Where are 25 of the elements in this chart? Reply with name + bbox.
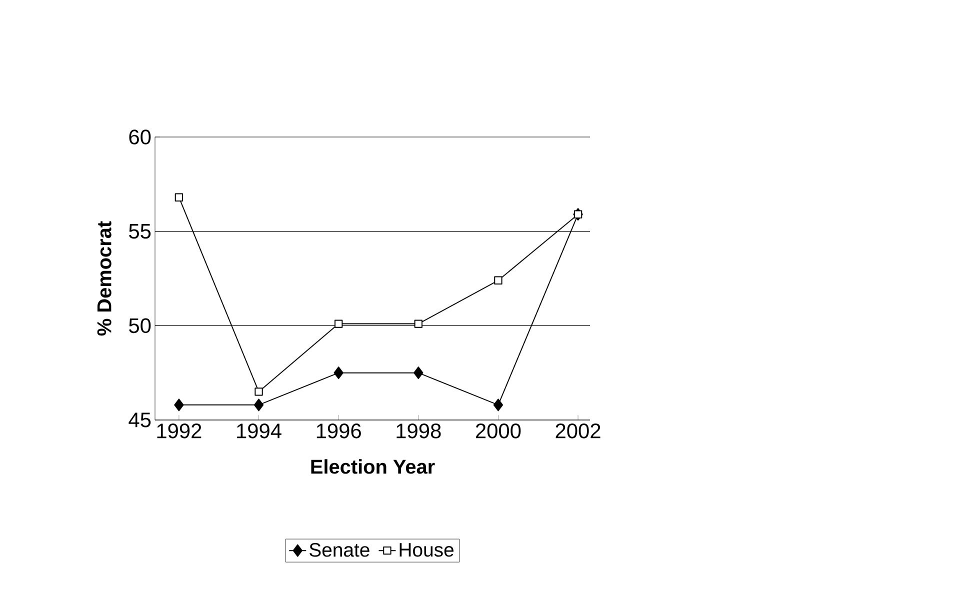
point bbox=[334, 320, 343, 328]
legend-label: House bbox=[400, 543, 454, 557]
point bbox=[574, 210, 582, 218]
point bbox=[334, 366, 344, 380]
y-tick-label: 55 bbox=[129, 224, 151, 239]
point bbox=[254, 398, 264, 412]
x-tick-label: 1996 bbox=[316, 424, 361, 438]
point bbox=[254, 388, 263, 396]
point bbox=[174, 193, 184, 202]
point bbox=[174, 398, 184, 412]
x-tick-label: 1998 bbox=[396, 424, 441, 438]
point bbox=[494, 276, 502, 284]
point bbox=[414, 366, 424, 380]
y-tick-label: 60 bbox=[129, 130, 151, 144]
legend-label: Senate bbox=[310, 543, 370, 557]
y-tick-label: 50 bbox=[129, 318, 151, 334]
x-axis-title: Election Year bbox=[311, 459, 435, 474]
y-tick-label: 45 bbox=[128, 412, 151, 428]
y-axis-title: % Democrat bbox=[97, 221, 112, 336]
point bbox=[414, 320, 422, 328]
x-tick-label: 1994 bbox=[237, 424, 282, 438]
x-tick-label: 1992 bbox=[157, 424, 202, 438]
x-tick-label: 2000 bbox=[476, 424, 521, 438]
x-tick-label: 2002 bbox=[556, 424, 600, 438]
point bbox=[493, 398, 504, 412]
